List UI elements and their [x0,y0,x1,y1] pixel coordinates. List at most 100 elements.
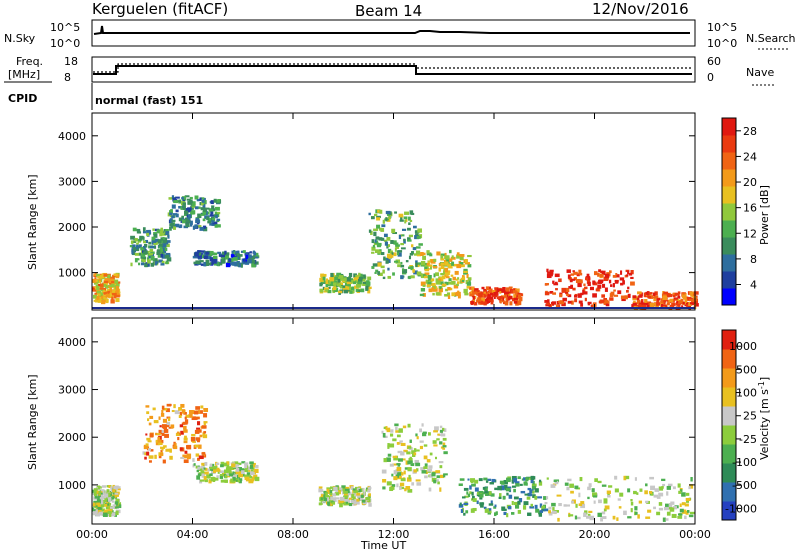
data-cell [387,248,392,254]
data-cell [342,488,346,492]
data-cell [680,298,684,302]
data-cell [442,283,447,287]
data-cell [678,490,682,494]
data-cell [580,503,586,509]
data-cell [413,270,418,275]
data-cell [686,499,690,503]
data-cell [148,253,154,256]
data-cell [362,282,367,286]
data-cell [182,454,188,459]
data-cell [187,217,191,222]
data-cell [439,281,444,285]
data-cell [666,302,670,306]
data-cell [187,456,191,460]
data-cell [392,272,395,276]
data-cell [203,421,206,426]
data-cell [422,284,426,287]
data-cell [149,248,154,252]
data-cell [244,259,249,265]
data-cell [685,497,691,502]
data-cell [415,462,421,467]
data-cell [589,286,594,291]
data-cell [688,302,692,307]
data-cell [346,281,352,285]
data-cell [511,512,515,515]
data-cell [373,213,378,217]
data-cell [665,518,669,521]
data-cell [199,260,204,263]
data-cell [624,295,628,300]
data-cell [182,205,186,210]
data-cell [371,239,375,244]
data-cell [210,476,216,482]
data-cell [441,275,446,280]
data-cell [160,253,163,258]
data-cell [203,200,207,205]
data-cell [470,293,475,297]
data-cell [104,298,109,303]
data-cell [416,235,421,239]
data-cell [500,298,503,301]
data-cell [396,434,401,438]
data-cell [179,447,183,451]
data-cell [382,219,385,224]
data-cell [161,409,164,414]
colorbar-swatch [722,406,736,426]
data-cell [162,418,168,423]
data-cell [527,492,531,497]
data-cell [343,277,349,282]
data-cell [494,512,497,517]
data-cell [172,197,177,202]
data-cell [227,468,232,472]
data-cell [353,281,357,285]
data-cell [165,448,171,452]
data-cell [92,278,97,283]
data-cell [359,273,363,277]
data-cell [578,300,583,304]
data-cell [170,222,175,226]
data-cell [400,216,403,220]
data-cell [104,500,108,504]
data-cell [96,499,101,504]
data-cell [329,282,335,287]
data-cell [454,270,459,275]
data-cell [194,252,199,257]
data-cell [356,289,361,292]
data-cell [116,288,120,293]
data-cell [203,225,207,228]
data-cell [165,260,169,265]
data-cell [104,503,108,507]
data-cell [451,280,456,285]
data-cell [200,213,205,216]
data-cell [201,250,206,253]
data-cell [370,216,375,220]
data-cell [100,283,104,288]
data-cell [206,207,210,210]
data-cell [545,283,549,286]
data-cell [156,433,161,436]
x-tick-label: 00:00 [76,528,108,541]
data-cell [392,455,398,458]
data-cell [204,479,208,483]
data-cell [375,269,379,273]
data-cell [431,472,436,477]
data-cell [632,302,637,306]
data-cell [508,295,513,300]
y-tick-label: 3000 [58,384,86,397]
data-cell [647,295,652,299]
data-cell [634,477,637,481]
data-cell [639,488,643,492]
data-cell [196,427,201,430]
colorbar-swatch [722,169,736,187]
data-cell [392,463,398,466]
data-cell [432,266,438,269]
data-cell [507,298,511,301]
data-cell [607,493,610,497]
nsky-tick-bottom: 10^0 [50,37,80,50]
data-cell [416,262,422,265]
data-cell [238,479,242,484]
data-cell [467,254,472,258]
data-cell [387,453,392,457]
data-cell [248,474,252,478]
